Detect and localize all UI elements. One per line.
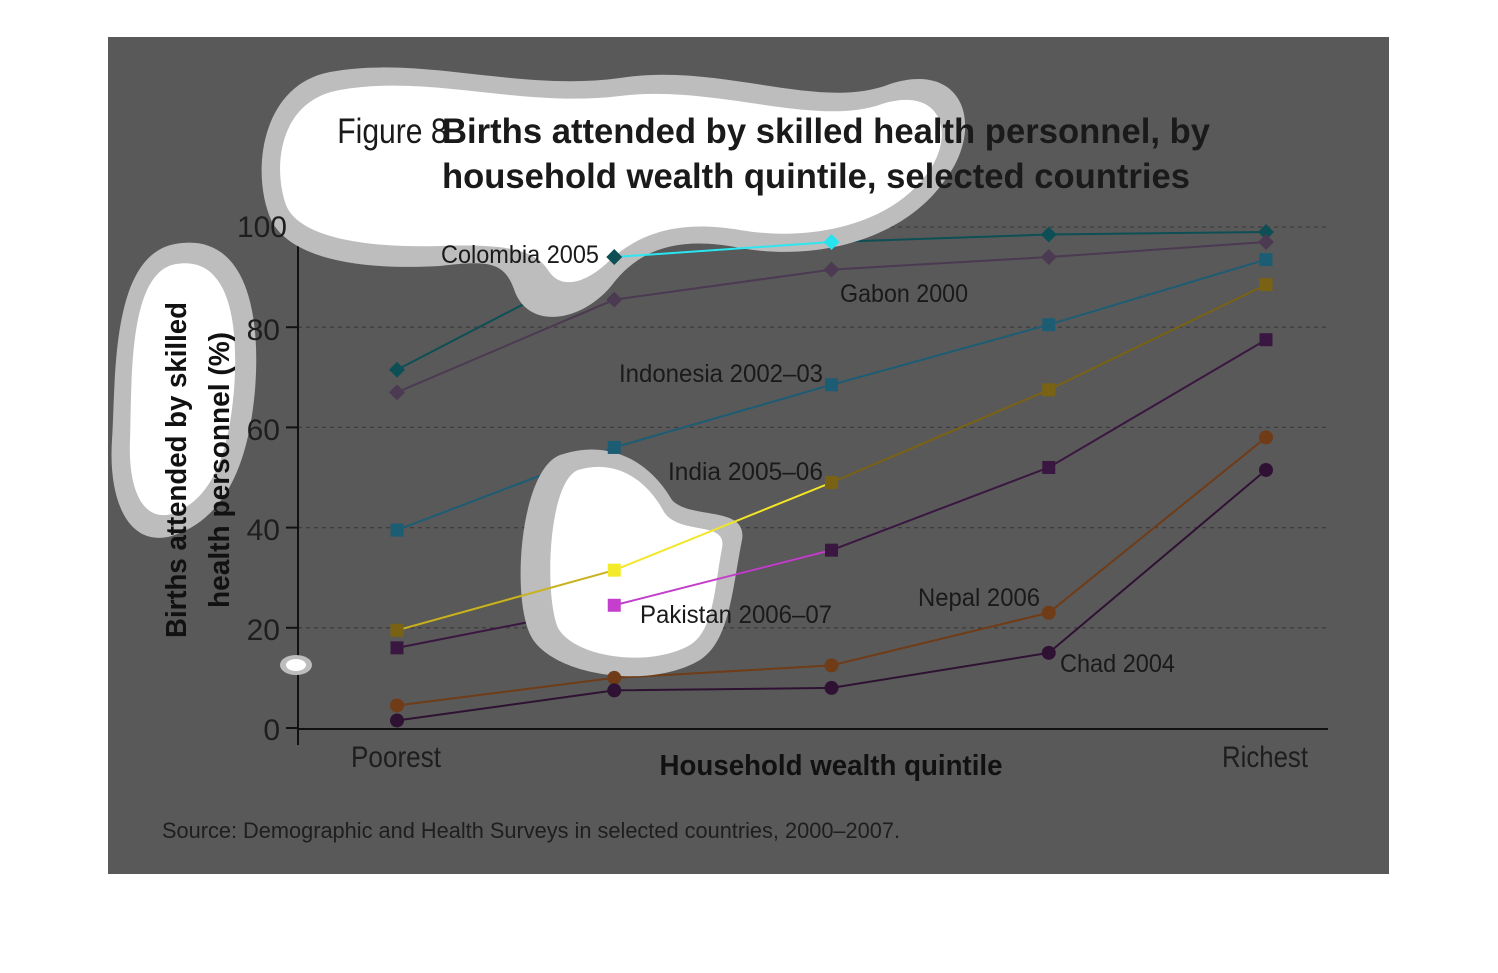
y-axis-title-line2: health personnel (%): [204, 332, 236, 608]
marker-india-2005-06-1: [607, 563, 621, 577]
marker-colombia-2005-0: [389, 361, 405, 378]
marker-india-2005-06-2: [825, 476, 838, 490]
y-tick-label-100: 100: [237, 211, 287, 244]
highlight-segment-pakistan-2006-07-1: [614, 549, 832, 607]
marker-colombia-2005-2: [823, 234, 840, 251]
highlight-segment-india-2005-06-0: [396, 569, 615, 632]
marker-pakistan-2006-07-1: [607, 598, 621, 612]
marker-chad-2004-4: [1259, 462, 1273, 477]
marker-chad-2004-3: [1041, 645, 1056, 660]
series-label-nepal-2006: Nepal 2006: [918, 584, 1040, 612]
series-label-chad-2004: Chad 2004: [1060, 650, 1175, 678]
y-tick-label-40: 40: [247, 514, 280, 547]
y-tick-label-80: 80: [247, 314, 280, 347]
marker-gabon-2000-2: [823, 261, 840, 278]
figure-number-label: Figure 8: [337, 111, 447, 151]
source-note: Source: Demographic and Health Surveys i…: [162, 818, 900, 843]
marker-chad-2004-1: [607, 683, 622, 698]
y-tick-label-20: 20: [247, 614, 280, 647]
marker-gabon-2000-0: [389, 384, 405, 401]
marker-chad-2004-2: [824, 680, 839, 695]
annotation-dot-inner: [286, 659, 306, 671]
highlighted-segments: [396, 241, 832, 632]
marker-indonesia-2002-03-3: [1042, 318, 1056, 332]
marker-nepal-2006-1: [607, 670, 622, 685]
series-label-gabon-2000: Gabon 2000: [840, 280, 968, 308]
grid-lines: [298, 226, 1326, 629]
chart-title-line1: Births attended by skilled health person…: [442, 112, 1211, 151]
marker-nepal-2006-3: [1041, 605, 1056, 620]
marker-indonesia-2002-03-0: [390, 523, 404, 537]
y-tick-label-0: 0: [263, 714, 280, 747]
series-label-india-2005-06: India 2005–06: [668, 458, 823, 486]
y-axis-title-line1: Births attended by skilled: [161, 302, 193, 638]
annotation-blob-ylabel-inner: [129, 263, 236, 516]
series-label-indonesia-2002-03: Indonesia 2002–03: [619, 360, 823, 388]
marker-nepal-2006-4: [1259, 430, 1273, 445]
marker-colombia-2005-3: [1040, 226, 1057, 243]
marker-colombia-2005-1: [606, 249, 623, 266]
marker-india-2005-06-4: [1259, 278, 1273, 292]
marker-nepal-2006-2: [824, 658, 839, 673]
marker-pakistan-2006-07-4: [1259, 333, 1273, 347]
x-axis-title: Household wealth quintile: [660, 750, 1003, 782]
y-axis-ticks: [286, 226, 298, 729]
y-tick-label-60: 60: [247, 414, 280, 447]
marker-indonesia-2002-03-2: [825, 378, 838, 392]
annotation-blob-title-inner: [280, 85, 942, 283]
marker-india-2005-06-0: [390, 623, 404, 637]
x-tick-label-poorest: Poorest: [351, 741, 442, 774]
marker-india-2005-06-3: [1042, 383, 1056, 397]
highlight-segment-india-2005-06-1: [613, 481, 832, 572]
marker-gabon-2000-1: [606, 291, 623, 308]
marker-gabon-2000-3: [1040, 249, 1057, 266]
series-label-pakistan-2006-07: Pakistan 2006–07: [640, 601, 832, 629]
marker-chad-2004-0: [390, 713, 404, 728]
series-label-colombia-2005: Colombia 2005: [441, 241, 599, 269]
highlight-segment-colombia-2005-1: [614, 241, 832, 259]
x-tick-label-richest: Richest: [1222, 741, 1309, 774]
marker-indonesia-2002-03-4: [1259, 253, 1273, 267]
marker-gabon-2000-4: [1258, 234, 1274, 251]
marker-pakistan-2006-07-3: [1042, 460, 1056, 474]
marker-pakistan-2006-07-0: [390, 641, 404, 655]
marker-pakistan-2006-07-2: [825, 543, 838, 557]
marker-colombia-2005-4: [1258, 224, 1274, 241]
marker-nepal-2006-0: [390, 698, 404, 713]
chart-title-line2: household wealth quintile, selected coun…: [442, 157, 1190, 196]
marker-indonesia-2002-03-1: [607, 440, 621, 454]
series-markers: [389, 224, 1274, 728]
